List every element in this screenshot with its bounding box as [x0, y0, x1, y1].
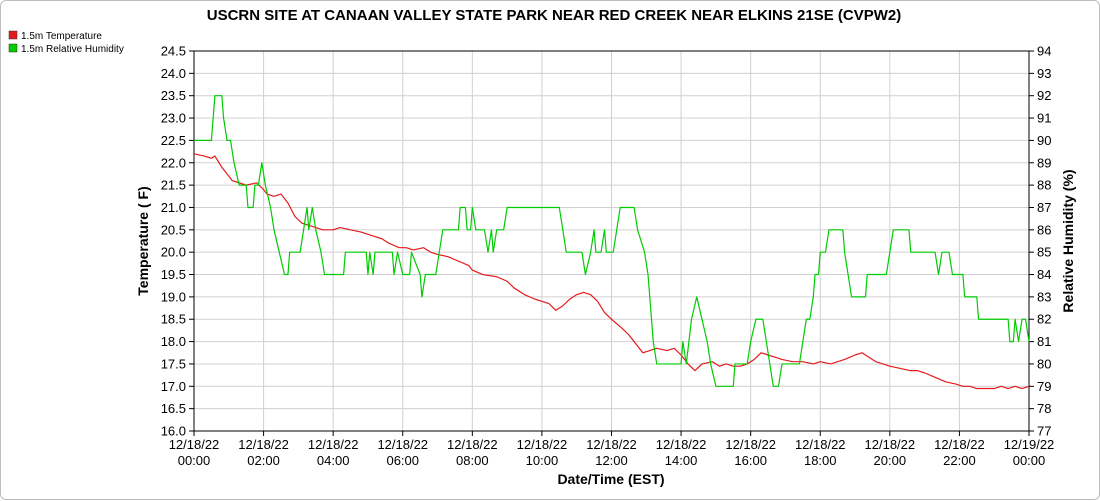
right-axis-title: Relative Humidity (%)	[1060, 169, 1076, 312]
x-tick-date: 12/18/22	[795, 437, 846, 452]
x-tick-date: 12/18/22	[934, 437, 985, 452]
x-tick-time: 22:00	[943, 453, 976, 468]
x-tick-time: 18:00	[804, 453, 837, 468]
left-tick-label: 20.5	[161, 222, 186, 237]
x-tick-date: 12/18/22	[725, 437, 776, 452]
right-tick-label: 84	[1037, 267, 1051, 282]
left-tick-label: 23.5	[161, 88, 186, 103]
x-tick-time: 14:00	[665, 453, 698, 468]
x-tick-time: 00:00	[1013, 453, 1046, 468]
x-tick-time: 16:00	[734, 453, 767, 468]
right-tick-label: 88	[1037, 178, 1051, 193]
chart-title: USCRN SITE AT CANAAN VALLEY STATE PARK N…	[207, 7, 902, 24]
right-axis: 77 78 79 80 81 82 83 84 85 86 87 88 89 90 91 92 93 94	[1029, 44, 1051, 439]
x-tick-date: 12/18/22	[447, 437, 498, 452]
left-tick-label: 23.0	[161, 111, 186, 126]
legend-swatch-temperature	[8, 30, 18, 40]
left-tick-label: 16.5	[161, 401, 186, 416]
left-tick-label: 18.5	[161, 312, 186, 327]
right-tick-label: 83	[1037, 289, 1051, 304]
right-tick-label: 82	[1037, 312, 1051, 327]
x-tick-time: 04:00	[317, 453, 350, 468]
left-tick-label: 19.5	[161, 267, 186, 282]
right-tick-label: 90	[1037, 133, 1051, 148]
x-tick-date: 12/18/22	[238, 437, 289, 452]
right-tick-label: 78	[1037, 401, 1051, 416]
right-tick-label: 85	[1037, 245, 1051, 260]
legend-swatch-humidity	[8, 43, 18, 53]
x-tick-time: 10:00	[526, 453, 559, 468]
left-tick-label: 20.0	[161, 245, 186, 260]
humidity-series-line	[194, 95, 1030, 387]
x-tick-date: 12/19/22	[1004, 437, 1055, 452]
left-tick-label: 22.5	[161, 133, 186, 148]
legend: 1.5m Temperature 1.5m Relative Humidity	[8, 30, 124, 55]
x-tick-time: 20:00	[874, 453, 907, 468]
legend-label-humidity: 1.5m Relative Humidity	[21, 44, 124, 55]
x-axis: 12/18/2200:0012/18/2202:0012/18/2204:001…	[169, 431, 1055, 468]
right-tick-label: 86	[1037, 222, 1051, 237]
right-tick-label: 77	[1037, 424, 1051, 439]
left-tick-label: 19.0	[161, 289, 186, 304]
right-tick-label: 87	[1037, 200, 1051, 215]
x-tick-date: 12/18/22	[377, 437, 428, 452]
x-tick-date: 12/18/22	[656, 437, 707, 452]
left-tick-label: 21.0	[161, 200, 186, 215]
series-layer	[193, 95, 1030, 390]
right-tick-label: 94	[1037, 44, 1051, 59]
right-tick-label: 89	[1037, 155, 1051, 170]
left-tick-label: 16.0	[161, 424, 186, 439]
temperature-series-line	[193, 153, 1030, 390]
right-tick-label: 80	[1037, 356, 1051, 371]
legend-label-temperature: 1.5m Temperature	[21, 31, 102, 42]
right-tick-label: 81	[1037, 334, 1051, 349]
left-tick-label: 17.5	[161, 356, 186, 371]
x-tick-date: 12/18/22	[308, 437, 359, 452]
x-tick-time: 06:00	[386, 453, 419, 468]
x-tick-date: 12/18/22	[517, 437, 568, 452]
x-tick-date: 12/18/22	[865, 437, 916, 452]
left-tick-label: 24.0	[161, 66, 186, 81]
x-tick-date: 12/18/22	[169, 437, 220, 452]
grid	[193, 50, 1030, 432]
x-tick-date: 12/18/22	[586, 437, 637, 452]
x-axis-title: Date/Time (EST)	[557, 471, 664, 487]
left-tick-label: 18.0	[161, 334, 186, 349]
right-tick-label: 92	[1037, 88, 1051, 103]
left-tick-label: 17.0	[161, 379, 186, 394]
x-tick-time: 12:00	[595, 453, 628, 468]
left-axis-title: Temperature ( F)	[135, 186, 151, 295]
right-tick-label: 79	[1037, 379, 1051, 394]
left-axis: 16.0 16.5 17.0 17.5 18.0 18.5 19.0 19.5 20.0 20.5…	[161, 44, 194, 439]
x-tick-time: 02:00	[247, 453, 280, 468]
left-tick-label: 24.5	[161, 44, 186, 59]
left-tick-label: 22.0	[161, 155, 186, 170]
right-tick-label: 91	[1037, 111, 1051, 126]
x-tick-time: 08:00	[456, 453, 489, 468]
right-tick-label: 93	[1037, 66, 1051, 81]
left-tick-label: 21.5	[161, 178, 186, 193]
x-tick-time: 00:00	[178, 453, 211, 468]
